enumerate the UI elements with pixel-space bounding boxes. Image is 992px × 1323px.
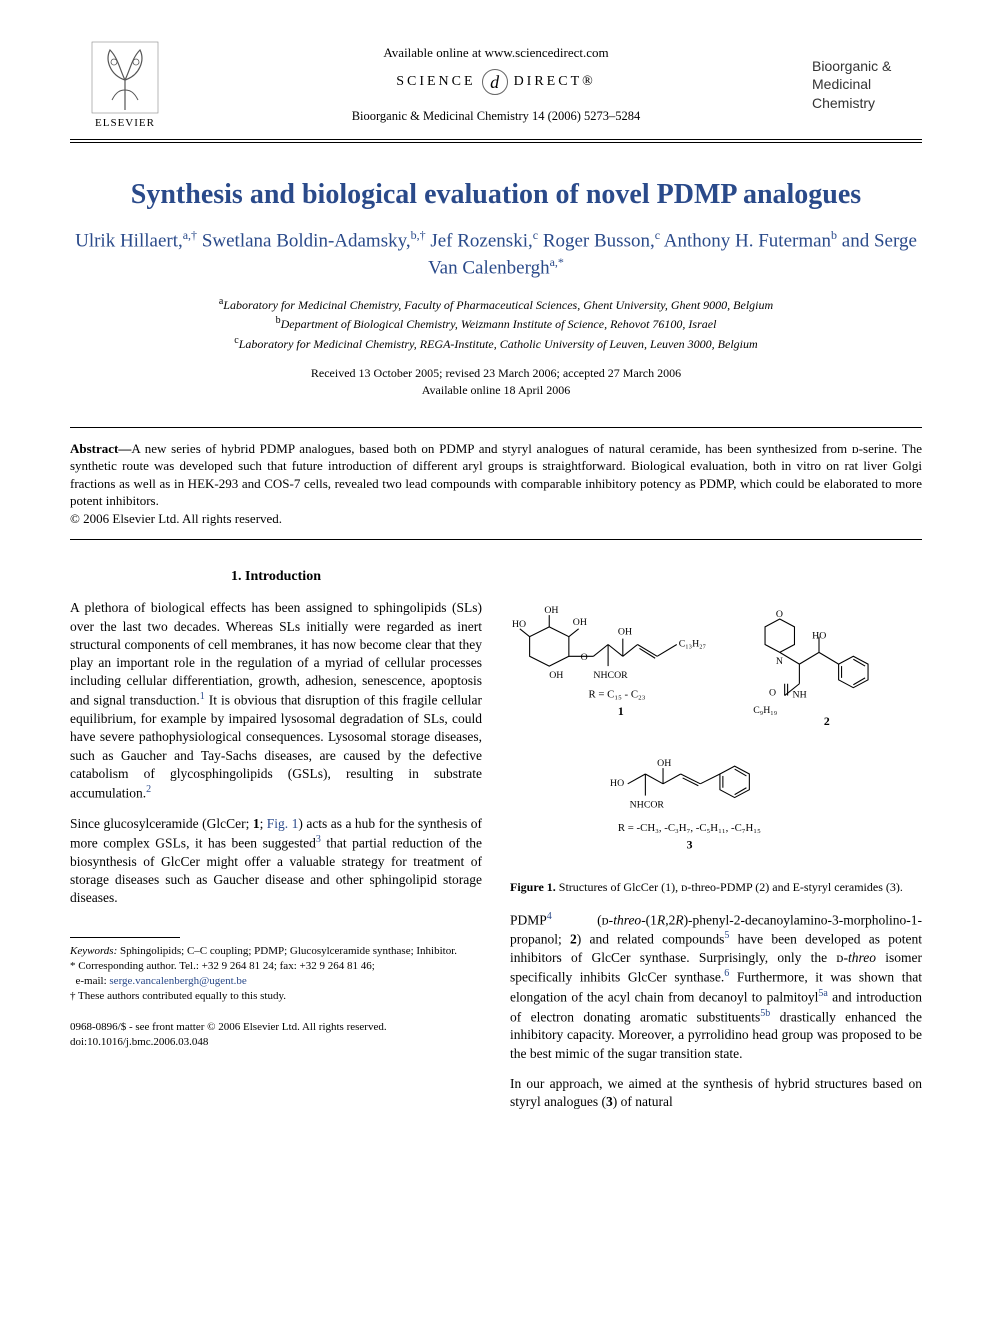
sciencedirect-right: DIRECT® bbox=[514, 74, 596, 90]
corr-label: * Corresponding author. bbox=[70, 960, 179, 972]
elsevier-label: ELSEVIER bbox=[95, 117, 155, 129]
affiliation-c: cLaboratory for Medicinal Chemistry, REG… bbox=[70, 334, 922, 353]
email-line: e-mail: serge.vancalenbergh@ugent.be bbox=[70, 974, 482, 989]
s1-oh-1: OH bbox=[544, 606, 558, 617]
header-band: ELSEVIER Available online at www.science… bbox=[70, 40, 922, 129]
corresponding-author: * Corresponding author. Tel.: +32 9 264 … bbox=[70, 959, 482, 974]
section-1-heading: 1. Introduction bbox=[70, 568, 482, 587]
publisher-logo-block: ELSEVIER bbox=[70, 40, 180, 129]
equal-contribution: † These authors contributed equally to t… bbox=[70, 989, 482, 1004]
s2-ho: HO bbox=[812, 631, 826, 642]
dates-line-2: Available online 18 April 2006 bbox=[70, 382, 922, 399]
email-link[interactable]: serge.vancalenbergh@ugent.be bbox=[109, 975, 246, 987]
right-column: OH HO OH OH O OH NHCOR C₁₃H₂₇ R = C₁₅ - … bbox=[510, 568, 922, 1123]
s1-r: R = C₁₅ - C₂₃ bbox=[588, 689, 645, 701]
article-dates: Received 13 October 2005; revised 23 Mar… bbox=[70, 365, 922, 399]
sciencedirect-d-icon: d bbox=[482, 69, 508, 95]
s3-nhcor: NHCOR bbox=[630, 800, 665, 811]
abstract-label: Abstract— bbox=[70, 441, 131, 456]
doi-block: 0968-0896/$ - see front matter © 2006 El… bbox=[70, 1020, 482, 1050]
author-list: Ulrik Hillaert,a,† Swetlana Boldin-Adams… bbox=[70, 227, 922, 281]
footnotes: Keywords: Sphingolipids; C–C coupling; P… bbox=[70, 944, 482, 1003]
brand-line-2: Medicinal bbox=[812, 75, 922, 93]
available-online-text: Available online at www.sciencedirect.co… bbox=[180, 45, 812, 61]
s2-o: O bbox=[769, 688, 776, 699]
brand-line-3: Chemistry bbox=[812, 94, 922, 112]
s1-chain: C₁₃H₂₇ bbox=[679, 639, 706, 650]
abstract: Abstract—A new series of hybrid PDMP ana… bbox=[70, 427, 922, 541]
corr-text: Tel.: +32 9 264 81 24; fax: +32 9 264 81… bbox=[179, 960, 375, 972]
figure-1-caption: Figure 1. Structures of GlcCer (1), ᴅ-th… bbox=[510, 880, 922, 896]
journal-reference: Bioorganic & Medicinal Chemistry 14 (200… bbox=[180, 109, 812, 124]
s1-num: 1 bbox=[618, 706, 624, 719]
elsevier-tree-icon bbox=[90, 40, 160, 115]
paragraph-2: Since glucosylceramide (GlcCer; 1; Fig. … bbox=[70, 815, 482, 908]
svg-text:O: O bbox=[776, 609, 783, 620]
sciencedirect-logo: SCIENCE d DIRECT® bbox=[180, 69, 812, 95]
affiliation-a: aLaboratory for Medicinal Chemistry, Fac… bbox=[70, 295, 922, 314]
body-columns: 1. Introduction A plethora of biological… bbox=[70, 568, 922, 1123]
paragraph-4: In our approach, we aimed at the synthes… bbox=[510, 1075, 922, 1111]
header-center: Available online at www.sciencedirect.co… bbox=[180, 45, 812, 124]
s1-oh-2: HO bbox=[512, 619, 526, 630]
svg-text:N: N bbox=[776, 657, 783, 668]
s1-oh-3: OH bbox=[573, 617, 587, 628]
s3-r: R = -CH₃, -C₃H₇, -C₅H₁₁, -C₇H₁₅ bbox=[618, 822, 761, 834]
abstract-copyright: © 2006 Elsevier Ltd. All rights reserved… bbox=[70, 510, 922, 528]
paragraph-3: PDMP4 (ᴅ-threo-(1R,2R)-phenyl-2-decanoyl… bbox=[510, 910, 922, 1063]
s1-oh-4: OH bbox=[549, 670, 563, 681]
s2-num: 2 bbox=[824, 715, 830, 728]
affiliations: aLaboratory for Medicinal Chemistry, Fac… bbox=[70, 295, 922, 353]
brand-line-1: Bioorganic & bbox=[812, 57, 922, 75]
s2-nh: NH bbox=[793, 690, 807, 701]
footnotes-rule bbox=[70, 937, 180, 938]
keywords-text: Sphingolipids; C–C coupling; PDMP; Gluco… bbox=[117, 945, 457, 957]
s1-nhcor: NHCOR bbox=[593, 670, 628, 681]
s3-oh: OH bbox=[657, 759, 671, 770]
article-title: Synthesis and biological evaluation of n… bbox=[70, 179, 922, 211]
front-matter-line: 0968-0896/$ - see front matter © 2006 El… bbox=[70, 1020, 482, 1035]
doi-line: doi:10.1016/j.bmc.2006.03.048 bbox=[70, 1035, 482, 1050]
paragraph-1: A plethora of biological effects has bee… bbox=[70, 599, 482, 802]
s3-num: 3 bbox=[687, 839, 693, 852]
sciencedirect-left: SCIENCE bbox=[396, 74, 475, 90]
s1-oh: OH bbox=[618, 627, 632, 638]
abstract-text: A new series of hybrid PDMP analogues, b… bbox=[70, 441, 922, 509]
s2-chain: C₉H₁₉ bbox=[753, 706, 777, 717]
dates-line-1: Received 13 October 2005; revised 23 Mar… bbox=[70, 365, 922, 382]
figure-1-svg: OH HO OH OH O OH NHCOR C₁₃H₂₇ R = C₁₅ - … bbox=[510, 568, 922, 862]
journal-brand: Bioorganic & Medicinal Chemistry bbox=[812, 57, 922, 112]
affiliation-b: bDepartment of Biological Chemistry, Wei… bbox=[70, 314, 922, 333]
page: ELSEVIER Available online at www.science… bbox=[0, 0, 992, 1173]
figure-1: OH HO OH OH O OH NHCOR C₁₃H₂₇ R = C₁₅ - … bbox=[510, 568, 922, 868]
fig1-caption-lead: Figure 1. bbox=[510, 880, 556, 894]
email-label: e-mail: bbox=[76, 975, 110, 987]
keywords-label: Keywords: bbox=[70, 945, 117, 957]
fig1-caption-text: Structures of GlcCer (1), ᴅ-threo-PDMP (… bbox=[556, 880, 903, 894]
keywords-line: Keywords: Sphingolipids; C–C coupling; P… bbox=[70, 944, 482, 959]
s3-ho: HO bbox=[610, 778, 624, 789]
header-rule bbox=[70, 139, 922, 143]
s1-o: O bbox=[581, 653, 588, 664]
left-column: 1. Introduction A plethora of biological… bbox=[70, 568, 482, 1123]
